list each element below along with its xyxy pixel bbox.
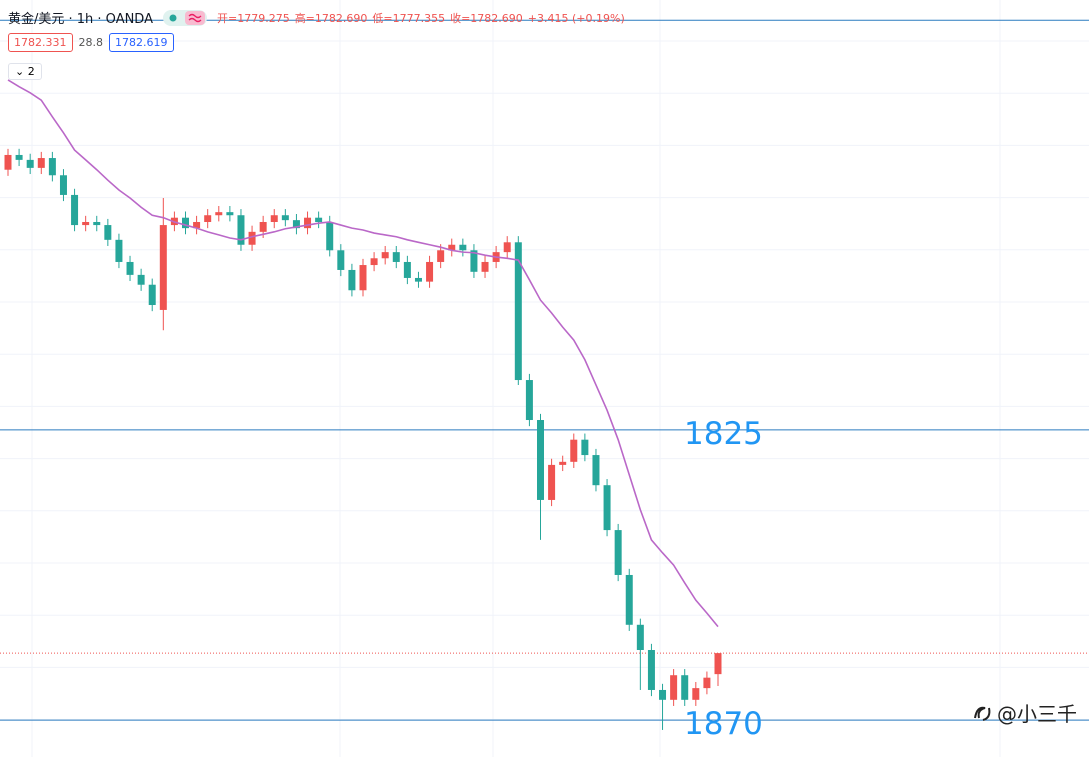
candle-body xyxy=(337,250,345,270)
candle-body xyxy=(359,265,367,291)
candle-body xyxy=(326,221,334,251)
candle-body xyxy=(115,239,123,262)
candle-body xyxy=(581,439,589,456)
candle-body xyxy=(193,221,201,229)
quote-row: 1782.331 28.8 1782.619 xyxy=(8,33,174,52)
bid[interactable]: 1782.331 xyxy=(8,33,73,52)
candle-body xyxy=(348,269,356,291)
candle-body xyxy=(426,261,434,282)
indicator-toggle[interactable]: ⌄ 2 xyxy=(8,63,42,80)
ohlc-stat: 高=1782.690 xyxy=(294,11,368,25)
candle-body xyxy=(670,675,678,700)
candle-body xyxy=(659,689,667,700)
watermark-text: @小三千 xyxy=(997,702,1077,726)
moving-average-line xyxy=(7,79,719,628)
candle-body xyxy=(548,464,556,500)
candle-body xyxy=(126,261,134,275)
horizontal-line-label: 1825 xyxy=(684,416,763,452)
ohlc-stat: +3.415 (+0.19%) xyxy=(527,11,625,25)
candle-body xyxy=(647,649,655,690)
candle-body xyxy=(93,221,101,226)
candle-body xyxy=(215,212,223,216)
candle-body xyxy=(148,284,156,306)
ohlc-stat: 低=1777.355 xyxy=(372,11,446,25)
ohlc-stats: 开=1779.275 高=1782.690 低=1777.355 收=1782.690… xyxy=(217,10,630,26)
candle-body xyxy=(681,675,689,700)
candle-body xyxy=(537,420,544,500)
candle-body xyxy=(48,158,56,176)
candle-body xyxy=(603,485,611,531)
candle-body xyxy=(237,215,245,245)
candle-body xyxy=(403,261,411,278)
candle-body xyxy=(514,242,522,381)
candle-body xyxy=(15,154,23,160)
candle-body xyxy=(182,217,189,229)
watermark-logo xyxy=(974,706,991,721)
candle-body xyxy=(226,212,234,216)
status-icons xyxy=(162,9,207,26)
candle-body xyxy=(104,225,112,240)
ask[interactable]: 1782.619 xyxy=(109,33,174,52)
candle-body xyxy=(525,380,533,421)
candle-body xyxy=(614,530,622,575)
candle-body xyxy=(559,461,567,465)
candle-body xyxy=(636,624,644,650)
candle-body xyxy=(26,159,34,168)
candle-body xyxy=(570,439,578,462)
spread: 28.8 xyxy=(78,36,104,49)
candle-body xyxy=(71,194,79,226)
candle-body xyxy=(4,154,12,170)
candle-body xyxy=(392,252,400,262)
candle-body xyxy=(437,250,445,262)
symbol-title[interactable]: 黄金/美元 · 1h · OANDA xyxy=(8,12,153,27)
candle-body xyxy=(370,258,378,266)
candle-body xyxy=(414,277,422,282)
candle-body xyxy=(248,231,256,245)
candle-body xyxy=(459,244,467,251)
candle-body xyxy=(692,688,700,700)
candle-body xyxy=(703,677,711,689)
candle-body xyxy=(259,221,267,232)
candle-body xyxy=(59,175,67,195)
candle-body xyxy=(592,455,600,486)
ohlc-stat: 开=1779.275 xyxy=(216,11,290,25)
candle-body xyxy=(137,274,145,285)
candle-body xyxy=(315,217,323,222)
indicator-count: 2 xyxy=(27,65,35,78)
candle-body xyxy=(481,261,489,272)
horizontal-line-label: 1870 xyxy=(684,706,763,742)
candle-body xyxy=(381,252,389,259)
candle-body xyxy=(281,215,289,221)
watermark: @小三千 xyxy=(971,698,1077,727)
candle-body xyxy=(204,215,212,222)
candle-body xyxy=(470,250,478,272)
header: 黄金/美元 · 1h · OANDA 开=1779.275 高=1782.690 低… xyxy=(8,8,630,27)
candle-body xyxy=(304,217,312,229)
candle-body xyxy=(82,221,90,226)
candle-body xyxy=(37,158,45,168)
ohlc-stat: 收=1782.690 xyxy=(450,11,523,25)
candle-body xyxy=(292,220,300,229)
candle-body xyxy=(270,215,278,222)
candle-body xyxy=(159,225,167,310)
candle-body xyxy=(448,244,456,251)
candle-body xyxy=(625,574,633,625)
candle-body xyxy=(714,653,722,675)
candle-body xyxy=(503,242,511,253)
